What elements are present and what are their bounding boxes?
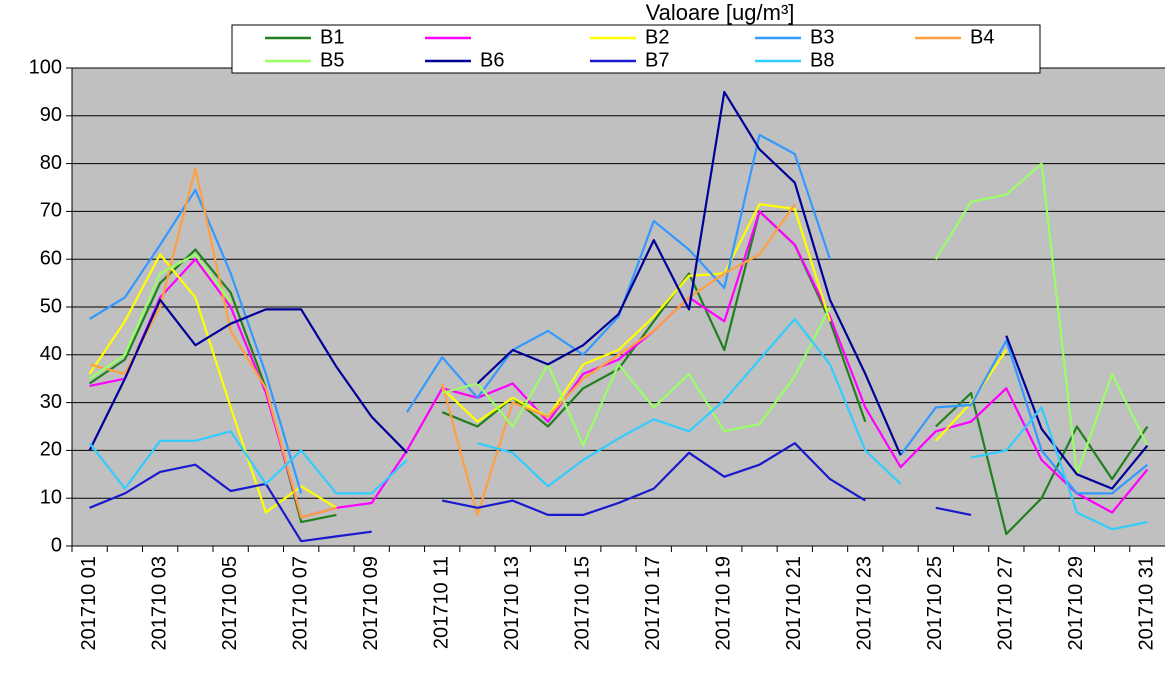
y-tick-label: 10 [40, 486, 62, 508]
series-line [88, 203, 1008, 514]
x-tick-label: 201710 05 [219, 556, 241, 651]
legend [231, 24, 1041, 74]
x-tick-label: 201710 31 [1136, 556, 1158, 651]
x-tick-label: 201710 19 [713, 556, 735, 651]
y-tick-label: 60 [40, 247, 62, 269]
legend-label: B4 [970, 26, 994, 48]
x-tick-label: 201710 13 [501, 556, 523, 651]
legend-label: B1 [320, 26, 344, 48]
y-tick-label: 30 [40, 391, 62, 413]
x-tick-label: 201710 11 [430, 556, 452, 649]
legend-label: B3 [810, 26, 834, 48]
y-tick-label: 90 [40, 104, 62, 126]
legend-label: B7 [645, 49, 669, 71]
series-line [88, 162, 1149, 476]
x-tick-label: 201710 07 [289, 556, 311, 651]
x-tick-label: 201710 09 [360, 556, 382, 651]
y-tick-label: 40 [40, 343, 62, 365]
series-line [89, 167, 796, 519]
y-tick-label: 100 [29, 56, 62, 78]
series-line [89, 133, 1149, 495]
legend-label: B8 [810, 49, 834, 71]
legend-label: B2 [645, 26, 669, 48]
series-line [88, 317, 1148, 531]
series-line [89, 442, 972, 543]
y-tick-label: 70 [40, 200, 62, 222]
x-tick-label: 201710 29 [1065, 556, 1087, 651]
x-tick-label: 201710 21 [783, 556, 805, 651]
y-tick-label: 0 [51, 534, 62, 556]
legend-label: B6 [480, 49, 504, 71]
x-tick-label: 201710 27 [995, 556, 1017, 651]
x-tick-label: 201710 17 [642, 556, 664, 651]
series-line [89, 210, 1149, 519]
x-tick-label: 201710 23 [854, 556, 876, 651]
y-tick-label: 80 [40, 152, 62, 174]
x-tick-label: 201710 03 [148, 556, 170, 651]
legend-label: B5 [320, 49, 344, 71]
x-tick-label: 201710 01 [78, 556, 100, 651]
series-line [88, 90, 1149, 490]
x-tick-label: 201710 25 [924, 556, 946, 651]
y-tick-label: 20 [40, 439, 62, 461]
chart-title: Valoare [ug/m³] [646, 0, 795, 25]
x-tick-label: 201710 15 [572, 556, 594, 651]
y-tick-label: 50 [40, 295, 62, 317]
